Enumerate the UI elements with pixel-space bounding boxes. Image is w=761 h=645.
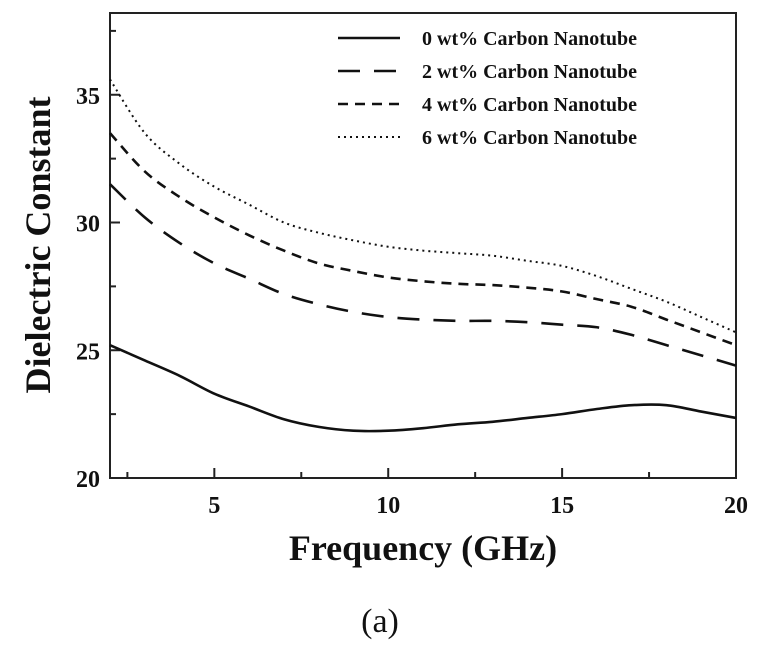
x-axis-label: Frequency (GHz) [289,528,557,568]
plot-frame [109,12,737,479]
x-tick-label: 5 [208,493,220,519]
y-tick-label: 35 [76,84,100,110]
legend-label-0: 0 wt% Carbon Nanotube [422,28,637,50]
y-tick-label: 20 [76,467,100,493]
y-tick-label: 30 [76,212,100,238]
legend-label-3: 6 wt% Carbon Nanotube [422,127,637,149]
legend-label-1: 2 wt% Carbon Nanotube [422,61,637,83]
y-axis-label: Dielectric Constant [18,97,58,394]
x-tick-label: 20 [724,493,748,519]
y-tick-label: 25 [76,339,100,365]
figure-caption: (a) [361,603,399,640]
series-line-0 [109,343,737,433]
legend-label-2: 4 wt% Carbon Nanotube [422,94,637,116]
x-tick-label: 10 [376,493,400,519]
x-tick-label: 15 [550,493,574,519]
series-line-2 [109,132,737,347]
series-line-1 [109,183,737,367]
series-line-3 [109,78,737,334]
